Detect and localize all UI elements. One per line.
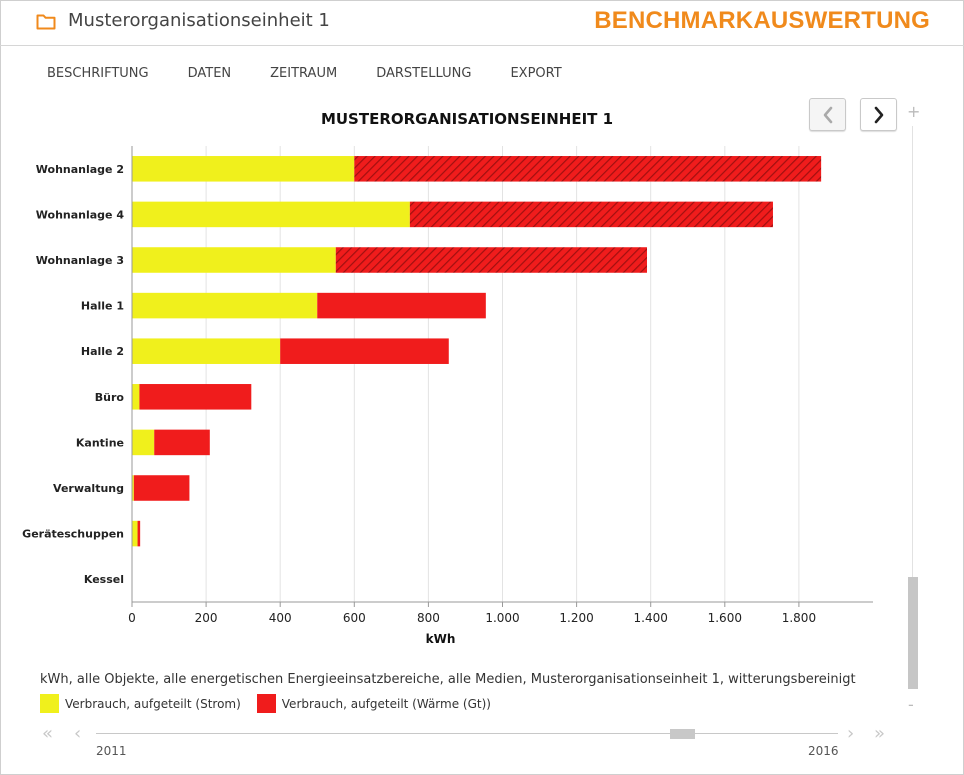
category-label: Wohnanlage 2 (36, 163, 124, 176)
timeline-end-year: 2016 (808, 744, 839, 758)
legend-item-strom[interactable]: Verbrauch, aufgeteilt (Strom) (40, 694, 241, 713)
bar-segment-waerme[interactable] (409, 201, 773, 228)
bar-segment-strom[interactable] (132, 201, 410, 228)
vertical-scroll-track[interactable] (912, 126, 913, 686)
bar-segment-strom[interactable] (132, 338, 281, 364)
main-menu: BESCHRIFTUNG DATEN ZEITRAUM DARSTELLUNG … (47, 66, 601, 81)
category-label: Wohnanlage 4 (36, 208, 125, 221)
previous-button[interactable] (809, 98, 846, 131)
bar-segment-strom[interactable] (132, 292, 318, 319)
double-chevron-right-icon[interactable]: » (874, 723, 886, 744)
bar-segment-strom[interactable] (132, 475, 134, 501)
x-tick-label: 1.600 (708, 611, 742, 625)
category-label: Kantine (76, 436, 124, 449)
x-tick-label: 1.200 (559, 611, 593, 625)
category-label: Halle 2 (81, 345, 124, 358)
chevron-left-icon (823, 106, 832, 123)
legend-label-strom: Verbrauch, aufgeteilt (Strom) (65, 696, 241, 711)
timeline-start-year: 2011 (96, 744, 127, 758)
x-tick-label: 800 (417, 611, 440, 625)
bar-segment-strom[interactable] (132, 247, 336, 273)
bar-segment-waerme[interactable] (354, 156, 822, 182)
category-label: Büro (95, 391, 125, 404)
category-label: Geräteschuppen (22, 528, 124, 541)
x-tick-label: 1.000 (485, 611, 519, 625)
legend-swatch-waerme (256, 694, 276, 713)
bar-segment-waerme[interactable] (335, 247, 647, 273)
bar-segment-waerme[interactable] (133, 475, 190, 501)
x-tick-label: 1.800 (782, 611, 816, 625)
menu-item-daten[interactable]: DATEN (187, 66, 232, 81)
legend: Verbrauch, aufgeteilt (Strom) Verbrauch,… (40, 694, 507, 713)
zoom-out-button[interactable]: - (908, 695, 914, 714)
category-label: Verwaltung (53, 482, 124, 495)
chevron-left-icon[interactable]: ‹ (74, 723, 82, 744)
x-tick-label: 0 (128, 611, 136, 625)
legend-item-waerme[interactable]: Verbrauch, aufgeteilt (Wärme (Gt)) (256, 694, 491, 713)
page-title: Musterorganisationseinheit 1 (68, 10, 330, 31)
x-tick-label: 1.400 (634, 611, 668, 625)
bar-segment-strom[interactable] (132, 520, 138, 547)
bar-segment-strom[interactable] (132, 429, 155, 456)
timeline-track[interactable] (96, 733, 838, 734)
legend-description: kWh, alle Objekte, alle energetischen En… (40, 672, 856, 687)
x-axis-title: kWh (426, 632, 456, 646)
category-label: Kessel (84, 573, 124, 586)
x-tick-label: 400 (269, 611, 292, 625)
bar-segment-waerme[interactable] (317, 292, 486, 319)
bars (132, 156, 822, 547)
x-tick-label: 600 (343, 611, 366, 625)
chart-title: MUSTERORGANISATIONSEINHEIT 1 (320, 110, 614, 128)
bar-segment-waerme[interactable] (137, 520, 141, 547)
chevron-right-icon[interactable]: › (847, 723, 855, 744)
menu-item-zeitraum[interactable]: ZEITRAUM (270, 66, 338, 81)
bar-segment-strom[interactable] (132, 384, 140, 410)
bar-chart: 0 200 400 600 800 1.000 1.200 1.400 1.600 1.800 kW… (22, 146, 873, 646)
category-label: Wohnanlage 3 (36, 254, 124, 267)
folder-icon (36, 14, 56, 30)
next-button[interactable] (860, 98, 897, 131)
legend-swatch-strom (40, 694, 59, 713)
timeline-handle[interactable] (670, 729, 695, 739)
chevron-right-icon (874, 106, 883, 123)
vertical-scroll-thumb[interactable] (908, 577, 918, 689)
bar-segment-waerme[interactable] (154, 429, 210, 456)
menu-item-beschriftung[interactable]: BESCHRIFTUNG (47, 66, 149, 81)
bar-segment-waerme[interactable] (280, 338, 449, 364)
header: Musterorganisationseinheit 1 BENCHMARKAU… (0, 0, 964, 46)
x-tick-label: 200 (195, 611, 218, 625)
bar-segment-strom[interactable] (132, 156, 355, 182)
zoom-in-button[interactable]: + (907, 102, 921, 121)
bar-segment-waerme[interactable] (139, 384, 252, 410)
double-chevron-left-icon[interactable]: « (42, 723, 54, 744)
legend-label-waerme: Verbrauch, aufgeteilt (Wärme (Gt)) (281, 696, 491, 711)
axes: 0 200 400 600 800 1.000 1.200 1.400 1.600 1.800 kW… (22, 146, 873, 646)
app-brand: BENCHMARKAUSWERTUNG (594, 7, 930, 34)
menu-item-export[interactable]: EXPORT (510, 66, 562, 81)
category-label: Halle 1 (81, 300, 124, 313)
menu-item-darstellung[interactable]: DARSTELLUNG (376, 66, 472, 81)
